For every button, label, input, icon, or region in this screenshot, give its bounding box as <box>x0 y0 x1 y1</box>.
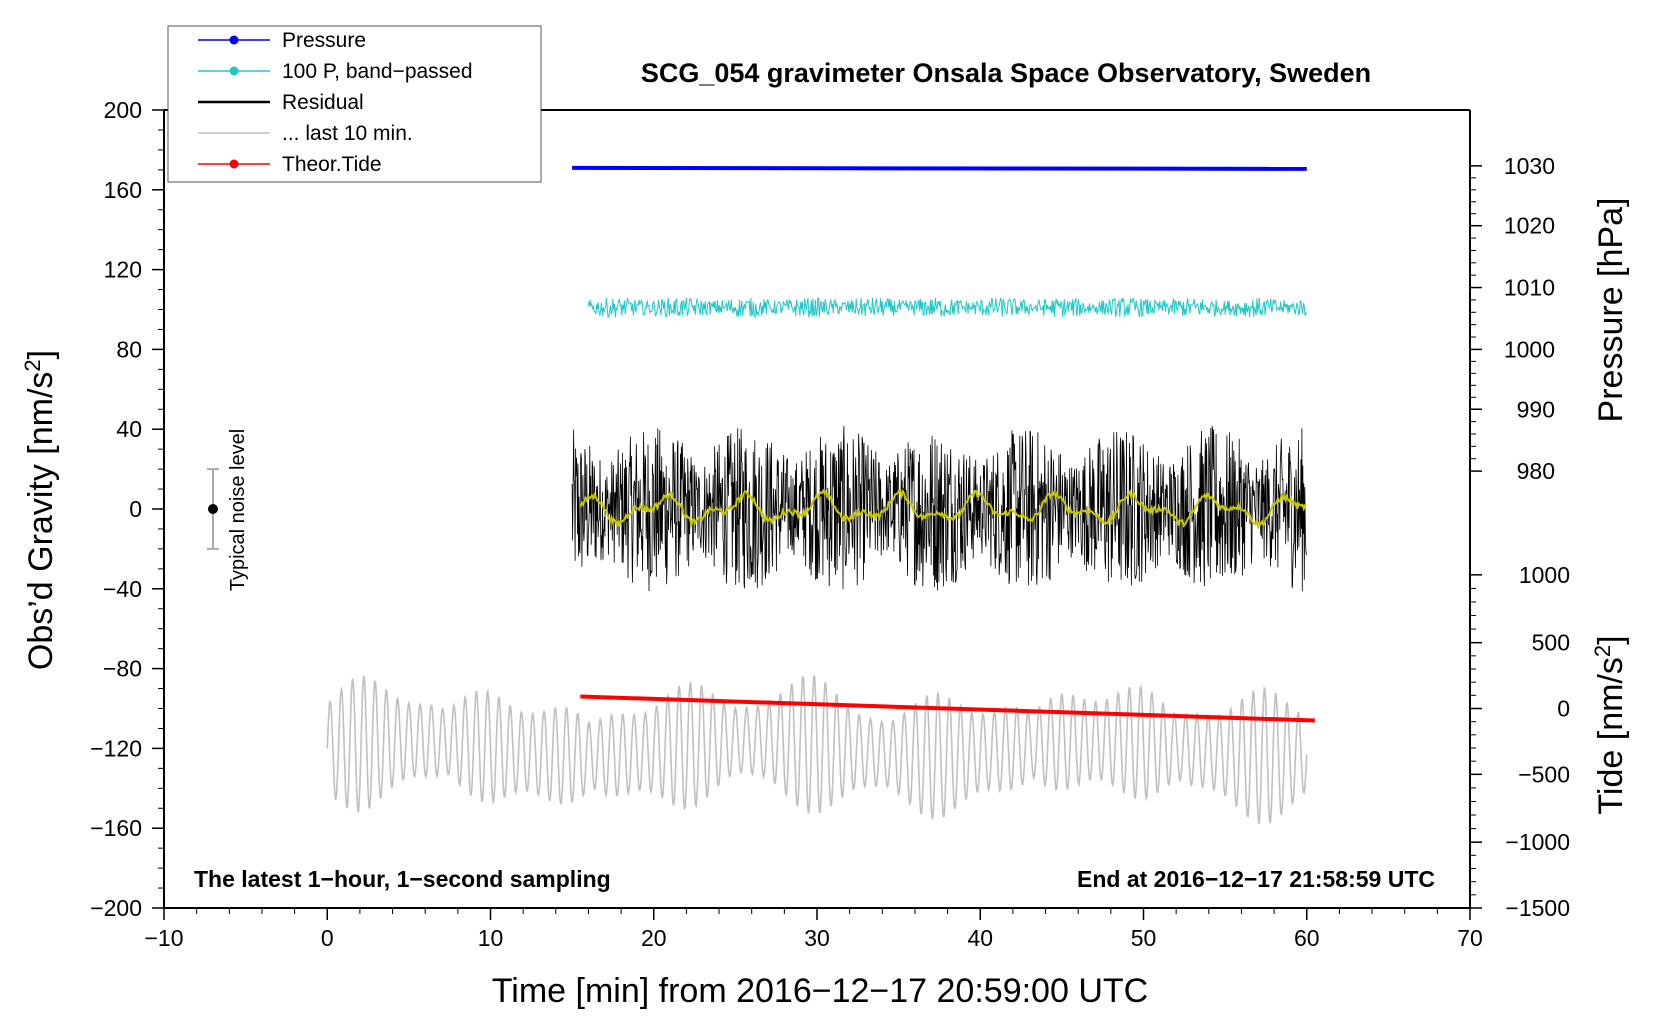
tide-tick-label: −1500 <box>1505 895 1570 921</box>
pressure-tick-label: 980 <box>1517 458 1555 484</box>
noise-label: Typical noise level <box>227 429 249 591</box>
legend-marker <box>229 35 239 45</box>
tide-axis-title-close: ] <box>1592 635 1630 644</box>
y-tick-label: 0 <box>129 496 142 522</box>
y-tick-label: 80 <box>116 336 142 362</box>
x-tick-label: 50 <box>1131 925 1157 951</box>
legend-label: Pressure <box>282 29 366 52</box>
tide-axis-title-main: Tide [nm/s <box>1592 657 1630 814</box>
pressure-tick-label: 1000 <box>1504 336 1555 362</box>
series-last-10-min-line <box>326 675 1308 824</box>
pressure-tick-label: 1020 <box>1504 213 1555 239</box>
pressure-tick-label: 990 <box>1517 396 1555 422</box>
noise-indicator: Typical noise level <box>206 429 249 591</box>
chart-title: SCG_054 gravimeter Onsala Space Observat… <box>641 58 1371 88</box>
y-tick-label: 200 <box>104 97 142 123</box>
y-axis-title-close: ] <box>22 350 60 359</box>
y-tick-label: 160 <box>104 177 142 203</box>
legend-box <box>167 25 542 183</box>
series-theoretical-tide-line <box>580 694 1315 723</box>
tide-tick-label: −1000 <box>1505 829 1570 855</box>
legend-marker <box>229 66 239 76</box>
pressure-tick-label: 1030 <box>1504 153 1555 179</box>
legend-label: Theor.Tide <box>282 153 382 176</box>
y-tick-label: 40 <box>116 416 142 442</box>
series-residual-smoothed-line <box>579 488 1307 531</box>
y-axis-title: Obs’d Gravity [nm/s2] <box>20 350 60 670</box>
y-tick-label: −80 <box>103 656 142 682</box>
series-band-passed-pressure-line <box>588 297 1308 318</box>
x-tick-label: 20 <box>641 925 667 951</box>
y-tick-label: −40 <box>103 576 142 602</box>
noise-bar-center-dot <box>207 504 218 514</box>
legend-label: 100 P, band−passed <box>282 60 473 83</box>
y-tick-label: −120 <box>90 735 142 761</box>
x-tick-label: 0 <box>321 925 334 951</box>
legend-label: ... last 10 min. <box>282 122 413 145</box>
legend: Pressure 100 P, band−passed Residual ... la… <box>167 25 542 183</box>
x-tick-label: 10 <box>478 925 504 951</box>
x-tick-label: 70 <box>1457 925 1483 951</box>
sampling-note: The latest 1−hour, 1−second sampling <box>194 866 611 892</box>
ticks-layer: −10 0 10 20 30 40 50 60 7020016012080400−40−80−1… <box>90 97 1570 951</box>
series-pressure-line <box>572 165 1307 171</box>
tide-tick-label: 1000 <box>1519 562 1570 588</box>
tide-tick-label: 500 <box>1532 630 1570 656</box>
end-time-note: End at 2016−12−17 21:58:59 UTC <box>1077 866 1435 892</box>
legend-label: Residual <box>282 91 364 114</box>
x-tick-label: −10 <box>144 925 183 951</box>
y-axis-title-sup: 2 <box>20 359 45 371</box>
legend-marker <box>229 159 239 169</box>
x-axis-title: Time [min] from 2016−12−17 20:59:00 UTC <box>492 972 1148 1010</box>
y-tick-label: −160 <box>90 815 142 841</box>
pressure-axis-title: Pressure [hPa] <box>1592 198 1630 423</box>
tide-tick-label: −500 <box>1518 761 1570 787</box>
x-tick-label: 60 <box>1294 925 1320 951</box>
tide-axis-title-sup: 2 <box>1590 645 1615 657</box>
tide-axis-title: Tide [nm/s2] <box>1590 635 1630 814</box>
tide-tick-label: 0 <box>1557 696 1570 722</box>
series-residual-line <box>571 425 1307 592</box>
y-tick-label: 120 <box>104 257 142 283</box>
x-tick-label: 30 <box>804 925 830 951</box>
x-tick-label: 40 <box>967 925 993 951</box>
y-tick-label: −200 <box>90 895 142 921</box>
y-axis-title-main: Obs’d Gravity [nm/s <box>22 372 60 671</box>
pressure-tick-label: 1010 <box>1504 275 1555 301</box>
series-layer <box>326 165 1315 824</box>
